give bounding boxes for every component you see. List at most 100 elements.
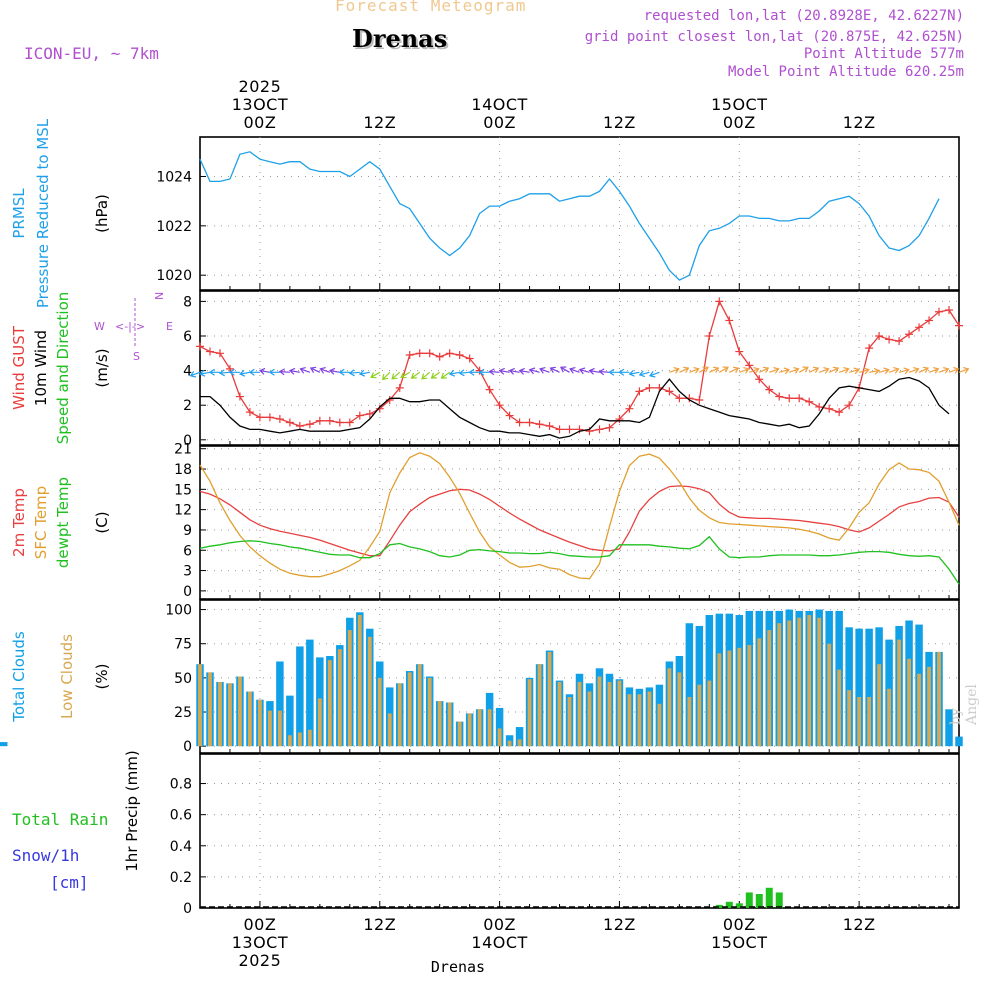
units-label: (hPa) xyxy=(93,194,111,233)
wind-direction-arrow xyxy=(381,371,391,381)
wind-direction-arrow xyxy=(798,366,809,373)
bottom-time-label: 14OCT xyxy=(471,933,527,952)
total-cloud-bar xyxy=(945,709,953,747)
gust-marker xyxy=(505,411,514,420)
series-line-prmsl xyxy=(199,151,940,281)
y-tick-label: 50 xyxy=(174,671,192,687)
gust-marker xyxy=(935,307,944,316)
wind-direction-arrow xyxy=(528,367,540,375)
rain-bar xyxy=(775,892,783,908)
wind-direction-arrow xyxy=(759,366,770,374)
gust-marker xyxy=(635,387,644,396)
gust-marker xyxy=(225,364,234,373)
wind-direction-arrow xyxy=(948,367,960,374)
axis-label-line: Low Clouds xyxy=(58,634,76,719)
units-label: (m/s) xyxy=(93,348,111,387)
low-cloud-bar xyxy=(617,680,622,747)
total-cloud-bar xyxy=(845,627,853,747)
bottom-time-label: 12Z xyxy=(603,915,636,934)
low-cloud-bar xyxy=(677,672,682,747)
wind-direction-arrow xyxy=(518,367,530,375)
y-tick-label: 15 xyxy=(174,482,192,498)
low-cloud-bar xyxy=(597,676,602,747)
y-tick-label: 75 xyxy=(174,637,192,653)
wind-direction-arrow xyxy=(669,367,680,374)
wind-direction-arrow xyxy=(938,367,950,374)
y-tick-label: 3 xyxy=(183,564,192,580)
gust-marker xyxy=(915,323,924,332)
gust-marker xyxy=(295,421,304,430)
gust-marker xyxy=(865,344,874,353)
requested-coords: requested lon,lat (20.8928E, 42.6227N) xyxy=(643,8,964,24)
compass-e: E xyxy=(166,320,173,333)
wind-direction-arrow xyxy=(319,367,331,374)
gust-marker xyxy=(305,420,314,429)
low-cloud-bar xyxy=(437,701,442,747)
low-cloud-bar xyxy=(248,691,252,747)
units-label: (%) xyxy=(93,664,111,690)
wind-direction-arrow xyxy=(618,368,630,376)
total-cloud-bar xyxy=(955,736,963,747)
wind-direction-arrow xyxy=(838,367,850,374)
gust-marker xyxy=(785,394,794,403)
panel-4: 0 25 50 75 100 Total Clouds Low Clouds (%) xyxy=(0,599,963,755)
low-cloud-bar xyxy=(557,681,562,747)
low-cloud-bar xyxy=(827,643,832,747)
axis-label-line: 10m Wind xyxy=(32,330,50,406)
total-cloud-bar xyxy=(855,628,863,747)
gust-marker xyxy=(575,425,584,434)
wind-direction-arrow xyxy=(370,371,381,379)
compass-arrows: <-|-> xyxy=(115,320,145,333)
low-cloud-bar xyxy=(817,617,822,747)
y-tick-label: 0 xyxy=(183,739,192,755)
top-time-label: 12Z xyxy=(363,113,396,132)
gust-marker xyxy=(515,418,524,427)
low-cloud-bar xyxy=(587,691,592,747)
wind-direction-arrow xyxy=(918,366,930,374)
low-cloud-bar xyxy=(537,664,542,747)
low-cloud-bar xyxy=(897,639,901,747)
wind-direction-arrow xyxy=(818,367,830,374)
low-cloud-bar xyxy=(737,647,742,747)
gust-marker xyxy=(555,425,564,434)
wind-direction-arrow xyxy=(769,367,780,374)
gust-marker xyxy=(245,408,254,417)
wind-direction-arrow xyxy=(878,367,890,375)
wind-direction-arrow xyxy=(218,369,231,377)
low-cloud-bar xyxy=(707,680,712,747)
gust-marker xyxy=(495,401,504,410)
gust-marker xyxy=(425,349,434,358)
low-cloud-bar xyxy=(697,684,702,747)
low-cloud-bar xyxy=(547,651,552,747)
total-cloud-bar xyxy=(286,695,294,747)
gust-marker xyxy=(615,415,624,424)
gust-marker xyxy=(835,408,844,417)
gust-marker xyxy=(405,351,414,360)
y-tick-label: 100 xyxy=(165,603,192,619)
panel-frame xyxy=(199,290,960,446)
wind-direction-arrow xyxy=(928,367,940,374)
compass-rose: N W <-|-> E S xyxy=(94,292,173,363)
gust-marker xyxy=(925,316,934,325)
gust-marker xyxy=(285,418,294,427)
axis-label-line: Pressure Reduced to MSL xyxy=(34,118,52,308)
low-cloud-bar xyxy=(357,615,362,747)
wind-direction-arrow xyxy=(468,368,480,376)
compass-s: S xyxy=(133,350,140,363)
low-cloud-bar xyxy=(877,664,882,747)
wind-direction-arrow xyxy=(440,371,451,379)
bottom-time-label: 00Z xyxy=(723,915,756,934)
low-cloud-bar xyxy=(387,713,392,747)
grid-coords: grid point closest lon,lat (20.875E, 42.… xyxy=(584,29,964,45)
wind-direction-arrow xyxy=(239,369,251,377)
rain-label: Total Rain xyxy=(12,810,108,829)
y-tick-label: 0 xyxy=(183,584,192,600)
gust-marker xyxy=(605,423,614,432)
gust-marker xyxy=(945,306,954,315)
wind-direction-arrow xyxy=(788,367,800,374)
wind-direction-arrow xyxy=(338,368,350,376)
wind-direction-arrow xyxy=(569,367,580,374)
y-tick-label: 0.4 xyxy=(170,839,192,855)
bottom-time-label: 13OCT xyxy=(232,933,288,952)
low-cloud-bar xyxy=(637,694,642,747)
